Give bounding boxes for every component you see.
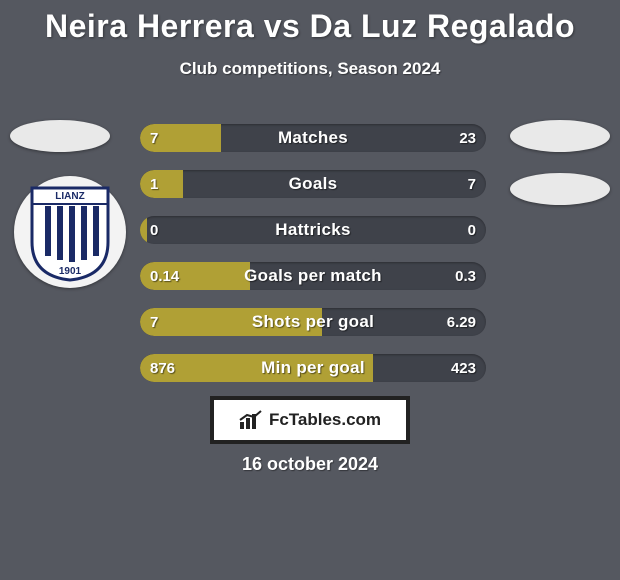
stat-row: 723Matches: [140, 124, 486, 152]
stats-bars: 723Matches 17Goals 00Hattricks 0.140.3Goals…: [140, 124, 486, 400]
stat-label: Goals per match: [140, 262, 486, 290]
stat-row: 0.140.3Goals per match: [140, 262, 486, 290]
chart-icon: [239, 410, 263, 430]
stat-row: 17Goals: [140, 170, 486, 198]
shield-icon: LIANZ 1901: [27, 182, 113, 282]
stat-label: Goals: [140, 170, 486, 198]
stat-row: 00Hattricks: [140, 216, 486, 244]
stat-label: Matches: [140, 124, 486, 152]
player-right-logo-placeholder-2: [510, 173, 610, 205]
subtitle: Club competitions, Season 2024: [0, 59, 620, 79]
branding-text: FcTables.com: [269, 410, 381, 430]
player-left-logo-placeholder: [10, 120, 110, 152]
date-text: 16 october 2024: [0, 454, 620, 475]
club-crest: LIANZ 1901: [14, 176, 126, 288]
page-title: Neira Herrera vs Da Luz Regalado: [0, 0, 620, 45]
stat-label: Hattricks: [140, 216, 486, 244]
stat-row: 876423Min per goal: [140, 354, 486, 382]
stat-label: Shots per goal: [140, 308, 486, 336]
crest-year-text: 1901: [59, 266, 82, 277]
stat-row: 76.29Shots per goal: [140, 308, 486, 336]
crest-top-text: LIANZ: [55, 191, 84, 202]
player-right-logo-placeholder: [510, 120, 610, 152]
stat-label: Min per goal: [140, 354, 486, 382]
branding-badge: FcTables.com: [210, 396, 410, 444]
